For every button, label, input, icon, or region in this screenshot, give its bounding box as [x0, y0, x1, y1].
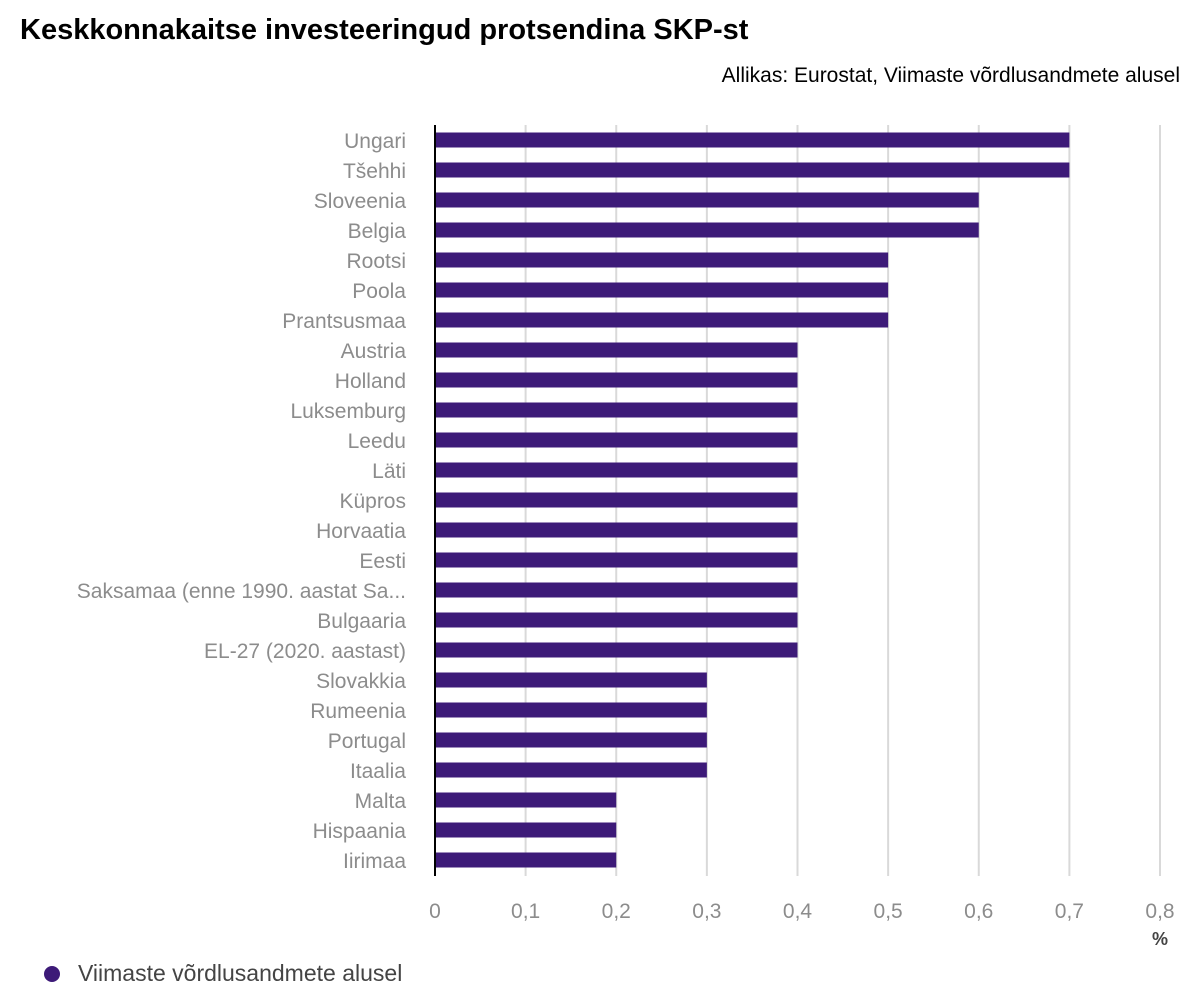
x-tick-label-7: 0,7: [1055, 900, 1084, 923]
category-label-8: Holland: [335, 370, 406, 393]
bar-6: [435, 312, 889, 328]
bar-2: [435, 192, 979, 208]
bar-12: [435, 492, 798, 508]
category-label-7: Austria: [341, 340, 407, 363]
bar-21: [435, 762, 707, 778]
x-tick-label-8: 0,8: [1145, 900, 1174, 923]
chart-title: Keskkonnakaitse investeeringud protsendi…: [20, 14, 749, 46]
x-axis-unit-label: %: [1152, 929, 1168, 949]
category-label-10: Leedu: [348, 430, 406, 453]
bar-3: [435, 222, 979, 238]
x-tick-label-5: 0,5: [874, 900, 903, 923]
category-label-4: Rootsi: [346, 250, 406, 273]
bar-22: [435, 792, 617, 808]
category-label-15: Saksamaa (enne 1990. aastat Sa...: [77, 580, 406, 603]
bar-9: [435, 402, 798, 418]
legend: Viimaste võrdlusandmete alusel: [44, 960, 402, 987]
category-label-21: Itaalia: [350, 760, 406, 783]
x-tick-label-2: 0,2: [602, 900, 631, 923]
bar-1: [435, 162, 1070, 178]
bar-4: [435, 252, 889, 268]
bar-10: [435, 432, 798, 448]
category-label-5: Poola: [352, 280, 406, 303]
bar-20: [435, 732, 707, 748]
bar-14: [435, 552, 798, 568]
bar-23: [435, 822, 617, 838]
bar-13: [435, 522, 798, 538]
category-label-1: Tšehhi: [343, 160, 406, 183]
legend-label[interactable]: Viimaste võrdlusandmete alusel: [78, 960, 403, 986]
category-label-19: Rumeenia: [310, 700, 406, 723]
category-label-23: Hispaania: [313, 820, 407, 843]
x-tick-label-4: 0,4: [783, 900, 813, 923]
category-label-16: Bulgaaria: [317, 610, 406, 633]
x-tick-label-6: 0,6: [964, 900, 993, 923]
bar-24: [435, 852, 617, 868]
legend-marker: [44, 965, 60, 982]
x-tick-label-0: 0: [429, 900, 441, 923]
bar-0: [435, 132, 1070, 148]
category-label-0: Ungari: [344, 130, 406, 153]
category-label-11: Läti: [372, 460, 406, 483]
x-tick-label-1: 0,1: [511, 900, 540, 923]
chart-subtitle: Allikas: Eurostat, Viimaste võrdlusandme…: [721, 64, 1180, 87]
bar-19: [435, 702, 707, 718]
category-label-14: Eesti: [359, 550, 406, 573]
x-tick-label-3: 0,3: [692, 900, 721, 923]
bar-11: [435, 462, 798, 478]
bar-8: [435, 372, 798, 388]
category-label-24: Iirimaa: [343, 850, 406, 873]
bar-18: [435, 672, 707, 688]
category-label-3: Belgia: [348, 220, 407, 243]
category-label-22: Malta: [355, 790, 407, 813]
category-label-9: Luksemburg: [290, 400, 406, 423]
category-label-12: Küpros: [339, 490, 406, 513]
bar-7: [435, 342, 798, 358]
category-label-17: EL-27 (2020. aastast): [204, 640, 406, 663]
bar-16: [435, 612, 798, 628]
category-label-13: Horvaatia: [316, 520, 406, 543]
bar-17: [435, 642, 798, 658]
bar-15: [435, 582, 798, 598]
bar-5: [435, 282, 889, 298]
category-label-20: Portugal: [328, 730, 406, 753]
category-label-18: Slovakkia: [316, 670, 406, 693]
category-label-6: Prantsusmaa: [282, 310, 406, 333]
category-label-2: Sloveenia: [314, 190, 407, 213]
